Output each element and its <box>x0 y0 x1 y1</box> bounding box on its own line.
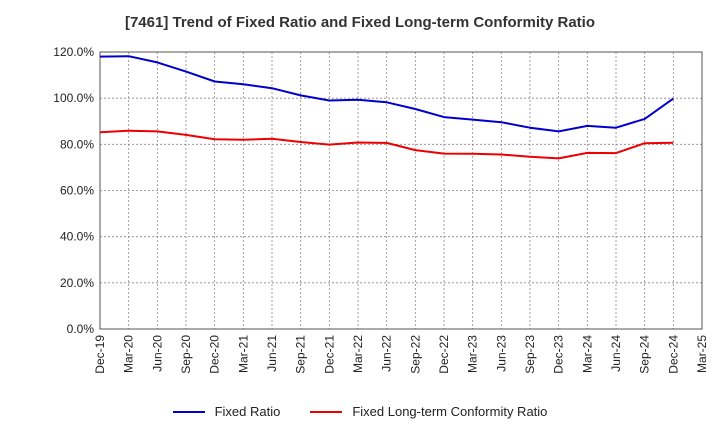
x-tick-label: Sep-22 <box>408 335 422 374</box>
x-tick-label: Sep-21 <box>294 335 308 374</box>
y-axis: 0.0% 20.0% 40.0% 60.0% 80.0% 100.0% 120.0% <box>53 45 94 336</box>
chart-title: [7461] Trend of Fixed Ratio and Fixed Lo… <box>124 14 596 31</box>
x-tick-label: Jun-21 <box>265 335 279 372</box>
series-lines <box>99 55 674 160</box>
legend: Fixed Ratio Fixed Long-term Conformity R… <box>0 404 720 419</box>
legend-item-fixed-long-term-conformity-ratio: Fixed Long-term Conformity Ratio <box>310 404 547 419</box>
x-tick-label: Mar-23 <box>466 335 480 373</box>
x-tick-label: Sep-24 <box>638 335 652 374</box>
gridlines <box>100 52 702 329</box>
series-line-1 <box>99 129 674 160</box>
legend-label-fixed-long-term-conformity-ratio: Fixed Long-term Conformity Ratio <box>352 404 548 419</box>
x-tick-label: Sep-23 <box>523 335 537 374</box>
series-line-0 <box>99 55 674 133</box>
x-tick-label: Mar-21 <box>236 335 250 373</box>
x-tick-label: Jun-24 <box>609 335 623 372</box>
x-tick-label: Dec-19 <box>93 335 107 374</box>
legend-label-fixed-ratio: Fixed Ratio <box>214 404 281 419</box>
x-tick-label: Jun-20 <box>150 335 164 372</box>
x-tick-label: Jun-23 <box>494 335 508 372</box>
x-tick-label: Mar-20 <box>122 335 136 373</box>
legend-swatch-fixed-ratio <box>172 410 205 413</box>
y-tick-label: 100.0% <box>53 91 94 105</box>
x-tick-label: Sep-20 <box>179 335 193 374</box>
x-tick-label: Dec-24 <box>666 335 680 374</box>
x-tick-label: Mar-22 <box>351 335 365 373</box>
x-tick-label: Jun-22 <box>380 335 394 372</box>
x-tick-label: Dec-22 <box>437 335 451 374</box>
y-tick-label: 40.0% <box>60 230 94 244</box>
legend-swatch-fixed-long-term-conformity-ratio <box>310 410 343 413</box>
x-tick-label: Mar-24 <box>580 335 594 373</box>
legend-item-fixed-ratio: Fixed Ratio <box>172 404 281 419</box>
y-tick-label: 60.0% <box>60 184 94 198</box>
x-tick-label: Dec-21 <box>322 335 336 374</box>
x-tick-label: Dec-23 <box>552 335 566 374</box>
plot-area-frame <box>99 51 703 330</box>
x-tick-label: Dec-20 <box>208 335 222 374</box>
y-tick-label: 80.0% <box>60 137 94 151</box>
x-axis: Dec-19 Mar-20 Jun-20 Sep-20 Dec-20 Mar-21 Jun-… <box>93 335 709 374</box>
y-tick-label: 120.0% <box>53 45 94 59</box>
x-tick-label: Mar-25 <box>695 335 709 373</box>
y-tick-label: 0.0% <box>67 322 95 336</box>
y-tick-label: 20.0% <box>60 276 94 290</box>
